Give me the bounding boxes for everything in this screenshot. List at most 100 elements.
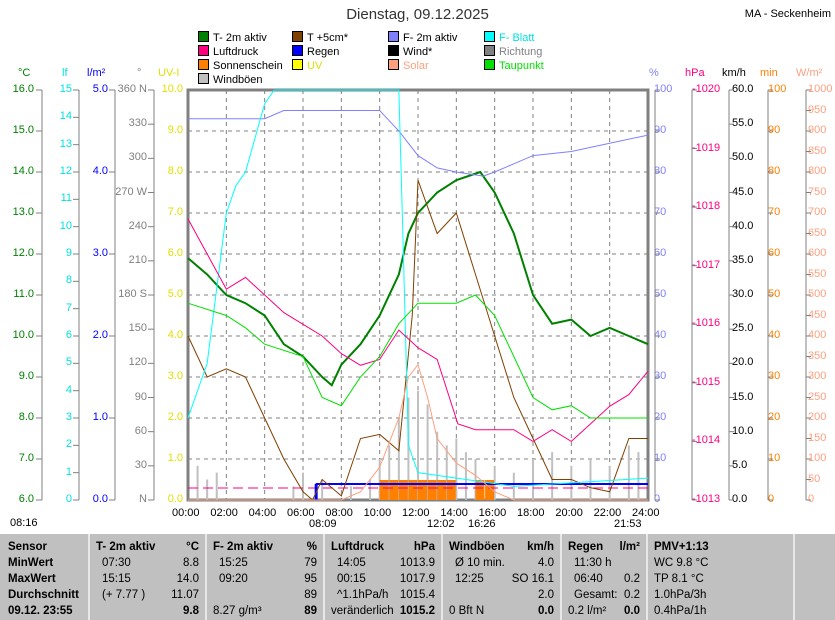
axis-tick-label: 800 — [808, 165, 827, 177]
axis-unit: UV-I — [158, 67, 180, 79]
chart-plot — [36, 88, 811, 502]
axis-unit: l/m² — [87, 67, 106, 79]
x-tick-label: 12:00 — [402, 507, 430, 519]
legend-label: Taupunkt — [499, 60, 544, 72]
table-cell-value: 0.2 — [624, 589, 640, 601]
table-column-divider — [88, 534, 90, 620]
table-column-divider — [793, 534, 795, 620]
table-cell-text: 06:40 — [574, 573, 603, 585]
table-cell-value: 0.0 — [538, 605, 554, 617]
axis-tick-label: 5.0 — [167, 288, 183, 300]
table-cell-text: 14:05 — [337, 557, 366, 569]
table-cell-text: (+ 7.77 ) — [102, 589, 146, 601]
x-tick-label: 18:00 — [517, 507, 545, 519]
table-cell-text: 15:15 — [102, 573, 131, 585]
sunshine-bar — [408, 480, 418, 500]
axis-tick-label: 12 — [59, 165, 72, 177]
legend-label: Windböen — [213, 74, 263, 86]
axis-tick-label: 10 — [59, 219, 72, 232]
table-cell-text: WC 9.8 °C — [654, 557, 709, 569]
axis-tick-label: 10.0 — [12, 329, 34, 341]
axis-tick-label: N — [139, 493, 147, 505]
axis-tick-label: 50 — [808, 472, 821, 485]
axis-tick-label: 850 — [808, 144, 827, 157]
sunshine-bar — [427, 480, 437, 500]
table-cell-value: 9.8 — [183, 605, 199, 617]
table-column-divider — [205, 534, 207, 620]
axis-tick-label: 11 — [60, 192, 72, 205]
table-cell-value: 1013.9 — [399, 557, 435, 569]
table-row-label: 09.12. 23:55 — [8, 605, 73, 617]
axis-tick-label: 9.0 — [167, 124, 183, 136]
legend-item: F- 2m aktiv — [388, 31, 457, 44]
legend-label: Wind* — [403, 46, 433, 58]
axis-tick-label: 180 S — [118, 288, 147, 300]
axis-tick-label: -1019 — [692, 141, 721, 154]
sunshine-bar — [475, 480, 485, 500]
station-name: MA - Seckenheim — [744, 8, 831, 20]
axis-tick-label: 30 — [654, 370, 667, 382]
axis-tick-label: 40.0 — [732, 219, 754, 232]
axis-tick-label: 15 — [59, 83, 72, 95]
gust-bar — [321, 479, 324, 500]
table-header-unit: l/m² — [619, 541, 640, 553]
gust-bar — [407, 397, 410, 500]
legend-item: Windböen — [198, 73, 263, 86]
axis-tick-label: 80 — [768, 165, 781, 177]
axis-unit: ° — [137, 67, 142, 79]
x-tick-label: 02:00 — [210, 507, 238, 519]
axis-tick-label: 0 — [808, 493, 815, 505]
table-header-unit: °C — [186, 541, 199, 553]
axis-tick-label: 100 — [808, 452, 827, 464]
legend-swatch — [388, 31, 399, 42]
x-tick-label: 08:00 — [325, 507, 353, 519]
axis-tick-label: 240 — [128, 219, 147, 232]
axis-tick-label: 30 — [134, 458, 147, 471]
axis-tick-label: 5 — [65, 356, 72, 369]
axis-tick-label: 0 — [65, 493, 72, 505]
legend-swatch — [292, 45, 303, 56]
table-header: Windböen — [449, 541, 505, 553]
legend-item: Richtung — [484, 45, 542, 58]
table-header: F- 2m aktiv — [213, 541, 274, 553]
table-header: T- 2m aktiv — [96, 541, 156, 553]
series-line-f-blatt — [187, 89, 649, 487]
x-tick-label: 24:00 — [632, 507, 660, 519]
gust-bar — [464, 452, 467, 500]
axis-tick-label: 1.0 — [92, 411, 108, 423]
table-column-divider — [646, 534, 648, 620]
axis-tick-label: 80 — [654, 165, 667, 177]
legend-item: Taupunkt — [484, 59, 544, 72]
table-cell-value: 1015.2 — [399, 605, 435, 617]
legend-item: Solar — [388, 59, 429, 72]
table-cell-value: 8.8 — [183, 557, 199, 569]
table-cell-text: 0 Bft N — [449, 605, 485, 617]
axis-tick-label: 50 — [654, 288, 667, 300]
gust-bar — [349, 486, 352, 500]
legend-item: T +5cm* — [292, 31, 348, 44]
axis-tick-label: 360 N — [117, 83, 147, 95]
table-row-label: MaxWert — [8, 573, 56, 585]
gust-bar — [474, 459, 477, 500]
axis-tick-label: 70 — [768, 206, 781, 218]
axis-tick-label: 5.0 — [732, 458, 748, 471]
axis-tick-label: 10 — [654, 452, 667, 464]
axis-tick-label: -1013 — [692, 493, 721, 505]
table-cell-text: 09:20 — [219, 573, 248, 585]
axis-tick-label: 1.0 — [167, 452, 183, 464]
sunshine-bar — [446, 480, 456, 500]
axis-tick-label: 8.0 — [167, 165, 183, 177]
axis-tick-label: 8.0 — [18, 411, 34, 423]
legend-label: Richtung — [499, 46, 543, 58]
table-cell-text: 11:30 h — [574, 557, 612, 569]
axis-tick-label: 400 — [808, 329, 827, 341]
axis-unit: km/h — [722, 67, 746, 79]
axis-tick-label: -1014 — [692, 434, 721, 447]
table-cell-value: 4.0 — [538, 557, 554, 569]
legend-item: Regen — [292, 45, 339, 58]
table-column-divider — [560, 534, 562, 620]
legend-item: UV — [292, 59, 322, 72]
axis-tick-label: 500 — [808, 288, 827, 300]
axis-tick-label: 0.0 — [92, 493, 108, 505]
series-line-solar — [188, 363, 648, 501]
